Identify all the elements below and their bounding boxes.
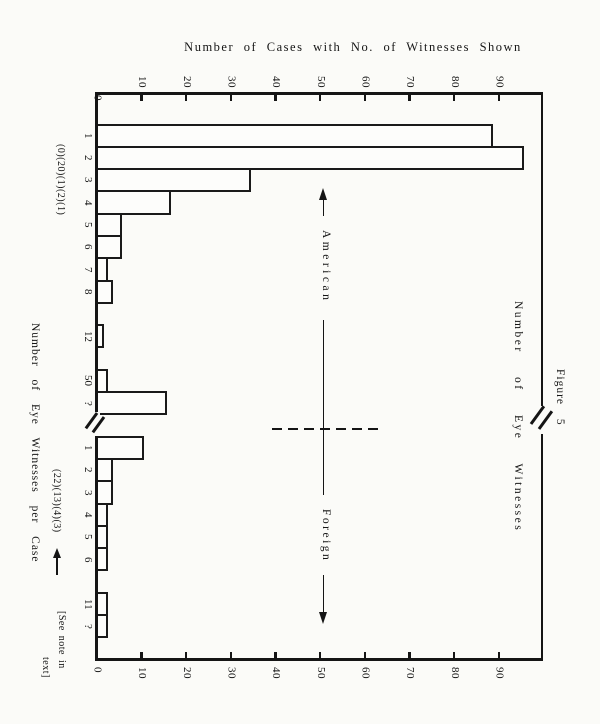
category-label-american-12: 12 xyxy=(82,330,94,342)
witness-axis-label: Number of Eye Witnesses xyxy=(512,301,524,533)
bottom-tick-label-70: 70 xyxy=(404,667,417,679)
bottom-tick-mark xyxy=(363,652,366,658)
bar-american-5 xyxy=(98,212,122,237)
top-tick-mark xyxy=(229,95,232,101)
category-label-american-6: 6 xyxy=(82,244,94,250)
top-tick-label-60: 60 xyxy=(359,76,372,88)
bar-foreign-11 xyxy=(98,591,109,617)
top-tick-label-70: 70 xyxy=(404,76,417,88)
category-label-american-50: 50 xyxy=(82,375,94,387)
top-tick-mark xyxy=(497,95,500,101)
note-line2: text] xyxy=(40,656,51,678)
bottom-tick-label-0: 0 xyxy=(91,667,104,673)
top-tick-label-30: 30 xyxy=(225,76,238,88)
bottom-tick-label-90: 90 xyxy=(493,667,506,679)
category-label-foreign-2: 2 xyxy=(82,467,94,473)
value-axis-title: Number of Cases with No. of Witnesses Sh… xyxy=(184,40,522,54)
top-tick-label-50: 50 xyxy=(314,76,327,88)
bar-american-50 xyxy=(98,368,109,394)
figure-caption: Figure 5 xyxy=(554,368,566,426)
bottom-tick-mark xyxy=(408,652,411,658)
bottom-tick-label-40: 40 xyxy=(270,667,283,679)
top-tick-mark xyxy=(318,95,322,101)
bottom-tick-label-20: 20 xyxy=(180,667,193,679)
top-tick-label-40: 40 xyxy=(270,76,283,88)
category-label-foreign-?: ? xyxy=(82,623,94,629)
top-tick-mark xyxy=(408,95,411,101)
foreign-label: Foreign xyxy=(320,509,332,563)
bar-american-7 xyxy=(98,257,109,282)
plot-area: American Foreign Number of Eye Witnesses… xyxy=(82,92,543,661)
american-annotation: (0)(20)(1)(2)(1) xyxy=(55,144,66,216)
top-tick-label-90: 90 xyxy=(493,76,506,88)
bar-foreign-5 xyxy=(98,524,109,550)
note-line1: [See note in xyxy=(56,611,67,669)
bottom-tick-mark xyxy=(497,652,500,658)
bottom-tick-mark xyxy=(318,652,322,658)
bottom-tick-mark xyxy=(229,652,232,658)
category-label-american-7: 7 xyxy=(82,266,94,273)
bar-foreign-1 xyxy=(98,435,145,460)
bar-american-? xyxy=(98,391,167,416)
category-label-american-5: 5 xyxy=(82,222,94,228)
top-tick-mark xyxy=(452,95,456,101)
bar-foreign-? xyxy=(98,614,109,639)
category-label-american-3: 3 xyxy=(82,177,94,183)
top-tick-label-80: 80 xyxy=(448,76,461,88)
arrow-shaft xyxy=(322,198,325,216)
bar-american-1 xyxy=(98,123,493,148)
category-label-american-2: 2 xyxy=(82,155,94,161)
bottom-tick-mark xyxy=(140,652,143,658)
bar-foreign-6 xyxy=(98,547,109,572)
top-tick-label-20: 20 xyxy=(180,76,193,88)
reference-line xyxy=(322,320,325,495)
top-tick-mark xyxy=(140,95,143,101)
bottom-tick-mark xyxy=(184,652,188,658)
bottom-tick-label-80: 80 xyxy=(448,667,461,679)
category-label-foreign-6: 6 xyxy=(82,556,94,563)
bottom-tick-mark xyxy=(452,652,456,658)
bottom-tick-label-30: 30 xyxy=(225,667,238,679)
category-label-american-?: ? xyxy=(82,400,94,406)
bar-american-6 xyxy=(98,235,122,260)
group-separator-dashed-line xyxy=(272,428,384,430)
category-label-foreign-4: 4 xyxy=(82,511,94,518)
category-label-american-4: 4 xyxy=(82,199,94,206)
arrow-up-icon xyxy=(319,188,327,200)
bottom-tick-label-50: 50 xyxy=(314,667,327,679)
bottom-tick-label-60: 60 xyxy=(359,667,372,679)
bar-american-4 xyxy=(98,190,171,215)
reference-line-group: American Foreign xyxy=(313,188,334,625)
category-label-foreign-3: 3 xyxy=(82,489,94,496)
bar-american-2 xyxy=(98,145,524,171)
top-tick-mark xyxy=(184,95,188,101)
bar-foreign-4 xyxy=(98,502,109,527)
bottom-tick-mark xyxy=(274,652,277,658)
arrow-shaft xyxy=(322,575,325,613)
category-axis-label: Number of Eye Witnesses per Case xyxy=(29,323,41,563)
top-tick-mark xyxy=(274,95,277,101)
bar-american-3 xyxy=(98,168,252,193)
category-label-foreign-1: 1 xyxy=(82,445,94,451)
top-tick-mark xyxy=(363,95,366,101)
arrow-down-icon xyxy=(319,612,327,624)
bar-foreign-3 xyxy=(98,480,113,505)
top-tick-label-10: 10 xyxy=(136,76,149,88)
bar-foreign-2 xyxy=(98,458,113,483)
category-label-foreign-5: 5 xyxy=(82,534,94,540)
category-label-foreign-11: 11 xyxy=(82,598,94,610)
bar-american-12 xyxy=(98,324,104,349)
foreign-annotation: (22)(13)(4)(3) xyxy=(51,468,62,533)
bottom-tick-label-10: 10 xyxy=(136,667,149,679)
bar-american-8 xyxy=(98,279,113,304)
american-label: American xyxy=(320,230,332,304)
category-label-american-8: 8 xyxy=(82,288,94,295)
category-label-american-1: 1 xyxy=(82,132,94,139)
